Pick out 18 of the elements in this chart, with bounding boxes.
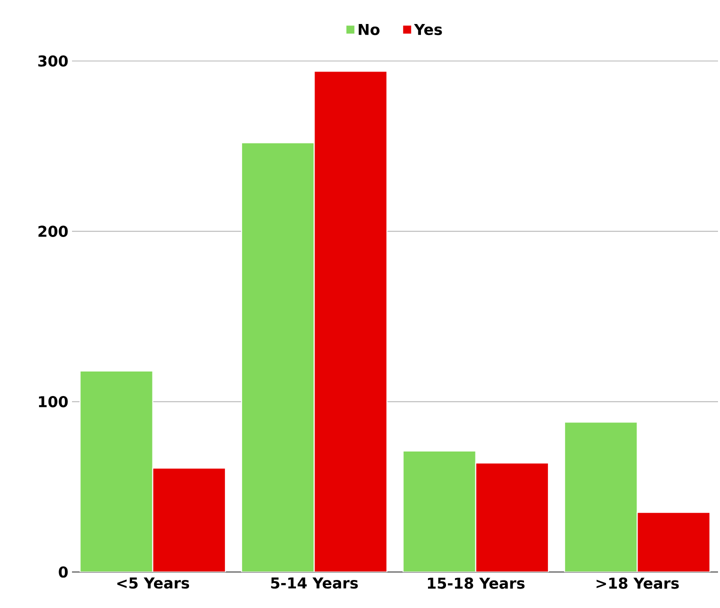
x-tick-label: <5 Years: [117, 578, 190, 589]
x-tick-label: 5-14 Years: [271, 578, 358, 589]
y-tick-label: 200: [38, 226, 68, 237]
bar: [402, 450, 476, 572]
bar: [80, 370, 154, 572]
bar: [564, 422, 638, 572]
bar: [152, 468, 226, 572]
bar: [241, 142, 315, 572]
legend-label: Yes: [414, 24, 442, 36]
legend-label: No: [358, 24, 380, 36]
y-tick-label: 300: [38, 55, 68, 67]
bar: [314, 70, 388, 572]
y-tick-label: 100: [38, 396, 68, 408]
y-tick-label: 0: [58, 566, 68, 578]
x-tick-label: 15-18 Years: [428, 578, 525, 589]
bar: [636, 512, 710, 572]
bar: [475, 462, 549, 572]
x-tick-label: >18 Years: [596, 578, 679, 589]
